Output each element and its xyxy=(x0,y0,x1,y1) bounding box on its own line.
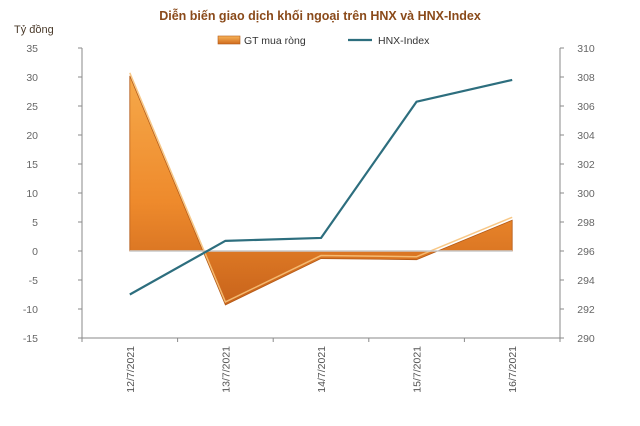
right-tick-label: 292 xyxy=(577,304,595,316)
plot-area xyxy=(129,72,513,306)
left-tick-label: -10 xyxy=(23,304,38,316)
area-top-edge xyxy=(129,72,513,303)
legend: GT mua ròng HNX-Index xyxy=(217,35,430,47)
right-tick-label: 296 xyxy=(577,246,595,258)
right-tick-label: 302 xyxy=(577,159,595,171)
right-tick-label: 306 xyxy=(577,101,595,113)
x-tick-label: 12/7/2021 xyxy=(125,346,137,393)
left-tick-label: 10 xyxy=(26,188,38,200)
right-tick-label: 298 xyxy=(577,217,595,229)
right-tick-label: 290 xyxy=(577,333,595,345)
left-tick-label: 30 xyxy=(26,72,38,84)
left-tick-label: 25 xyxy=(26,101,38,113)
legend-label-area: GT mua ròng xyxy=(244,35,306,47)
left-tick-label: 20 xyxy=(26,130,38,142)
left-tick-label: -5 xyxy=(29,275,38,287)
chart-title: Diễn biến giao dịch khối ngoại trên HNX … xyxy=(159,8,481,23)
left-tick-label: 35 xyxy=(26,43,38,55)
legend-label-line: HNX-Index xyxy=(378,35,430,47)
right-tick-label: 300 xyxy=(577,188,595,200)
x-tick-label: 13/7/2021 xyxy=(220,346,232,393)
left-axis-unit: Tỷ đồng xyxy=(14,24,54,36)
line-hnx-index xyxy=(129,78,513,296)
right-tick-label: 294 xyxy=(577,275,595,287)
x-tick-label: 16/7/2021 xyxy=(507,346,519,393)
right-tick-label: 304 xyxy=(577,130,595,142)
left-tick-label: 15 xyxy=(26,159,38,171)
axes: -15 -10 -5 0 5 10 15 20 25 30 35 290 292 294 296 298 300… xyxy=(23,43,595,393)
left-tick-label: 5 xyxy=(32,217,38,229)
x-tick-label: 14/7/2021 xyxy=(316,346,328,393)
right-tick-label: 308 xyxy=(577,72,595,84)
left-tick-label: -15 xyxy=(23,333,38,345)
x-tick-label: 15/7/2021 xyxy=(412,346,424,393)
right-tick-label: 310 xyxy=(577,43,595,55)
area-gt-mua-rong xyxy=(129,75,513,306)
legend-swatch-area xyxy=(217,35,241,45)
left-tick-label: 0 xyxy=(32,246,38,258)
